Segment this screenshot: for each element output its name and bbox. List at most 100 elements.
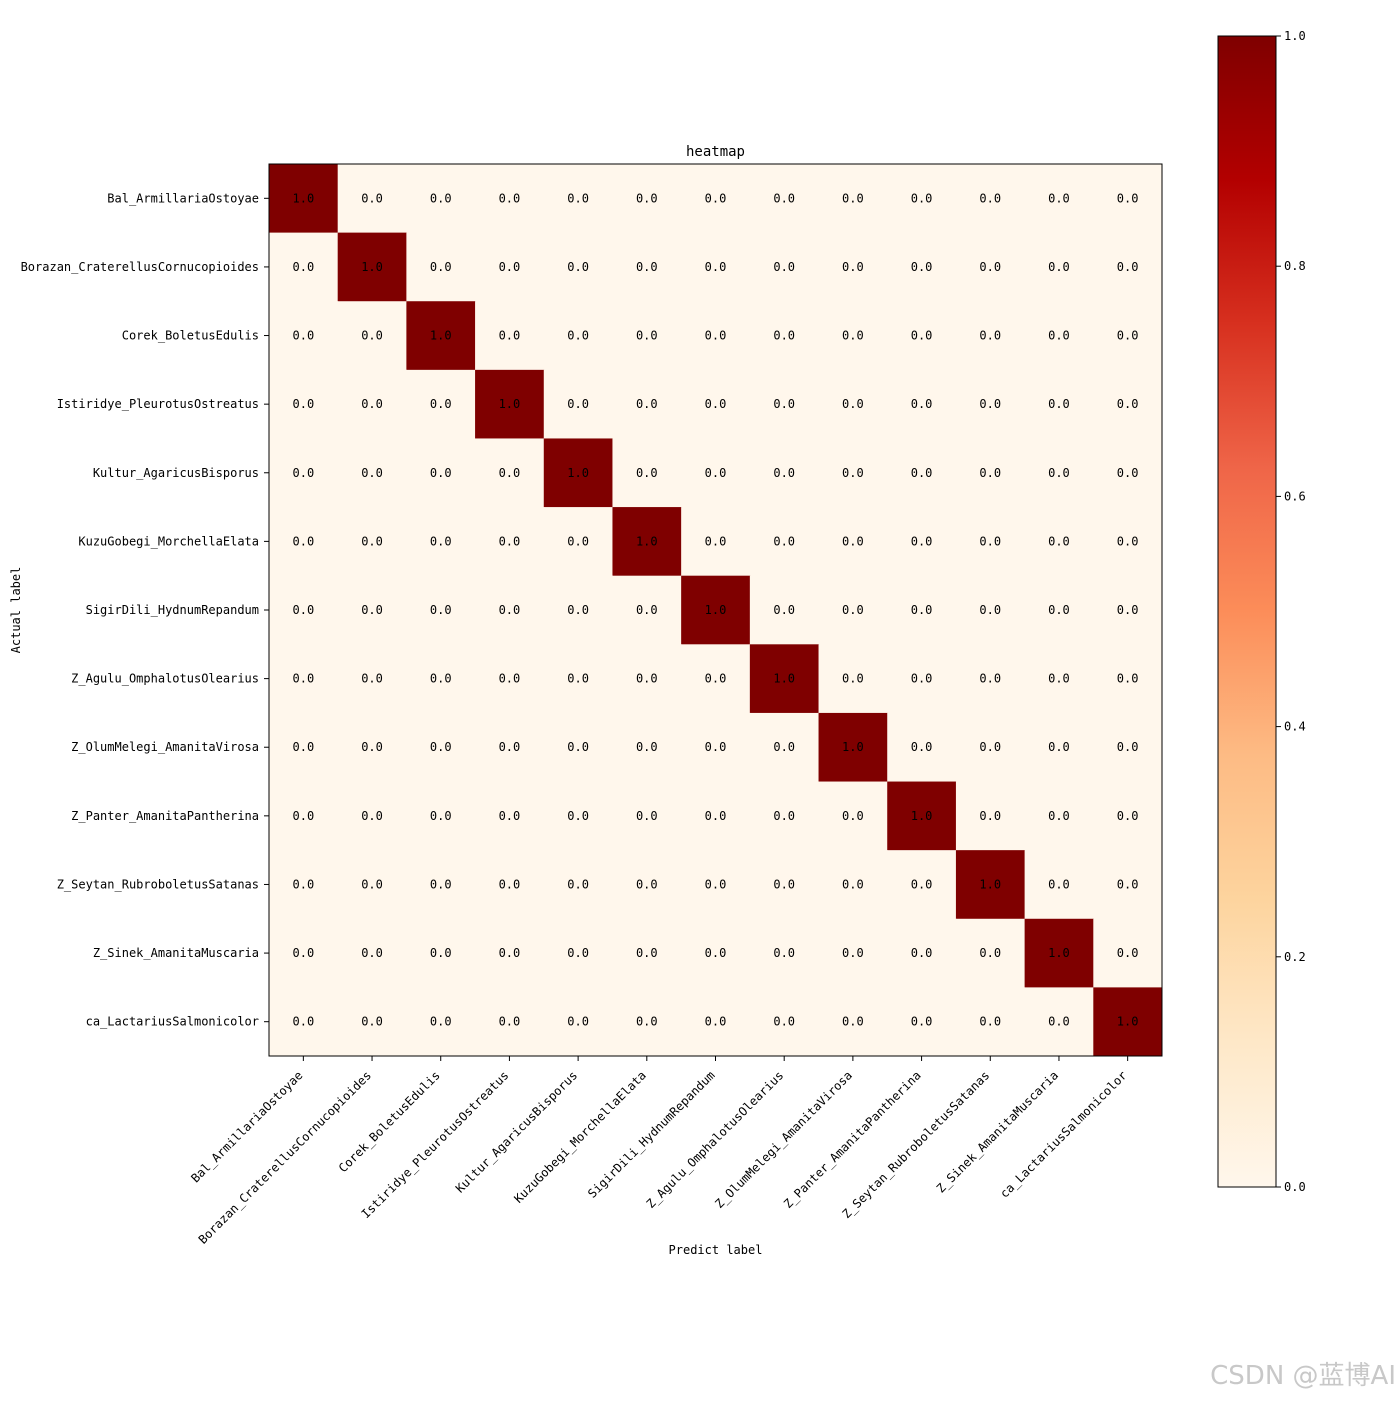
heatmap-cell xyxy=(749,575,820,645)
heatmap-cell xyxy=(1024,507,1094,577)
heatmap-cell xyxy=(887,507,957,577)
heatmap-cell xyxy=(887,369,957,439)
heatmap-cell xyxy=(475,644,545,714)
cell-value-label: 0.0 xyxy=(1048,397,1070,411)
cell-value-label: 0.0 xyxy=(1117,946,1139,960)
heatmap-cell xyxy=(955,232,1026,302)
heatmap-cell xyxy=(612,918,682,988)
cell-value-label: 0.0 xyxy=(499,466,521,480)
cell-value-label: 0.0 xyxy=(911,1015,933,1029)
cell-value-label: 0.0 xyxy=(1117,740,1139,754)
cell-value-label: 0.0 xyxy=(1117,603,1139,617)
cell-value-label: 0.0 xyxy=(705,397,727,411)
cell-value-label: 0.0 xyxy=(293,329,315,343)
heatmap-cell xyxy=(955,781,1026,851)
cell-value-label: 0.0 xyxy=(361,672,383,686)
heatmap-cell xyxy=(612,575,682,645)
heatmap-cell xyxy=(269,712,339,783)
heatmap-cell xyxy=(749,712,820,783)
heatmap-cell xyxy=(681,781,751,851)
cell-value-label: 0.0 xyxy=(293,534,315,548)
cell-value-label: 1.0 xyxy=(499,397,521,411)
heatmap-cell xyxy=(337,232,407,302)
heatmap-cell xyxy=(543,575,613,645)
cell-value-label: 0.0 xyxy=(293,672,315,686)
cell-value-label: 0.0 xyxy=(1048,1015,1070,1029)
cell-value-label: 0.0 xyxy=(979,191,1001,205)
heatmap-cell xyxy=(955,712,1026,783)
heatmap-cell xyxy=(681,369,751,439)
cell-value-label: 0.0 xyxy=(361,534,383,548)
y-tick-label: Corek_BoletusEdulis xyxy=(122,329,259,343)
heatmap-cell xyxy=(337,918,407,988)
cell-value-label: 0.0 xyxy=(293,603,315,617)
cell-value-label: 0.0 xyxy=(361,946,383,960)
y-tick-label: Z_Sinek_AmanitaMuscaria xyxy=(93,946,259,960)
heatmap-cell xyxy=(406,781,476,851)
x-tick-label: Z_Agulu_OmphalotusOlearius xyxy=(644,1068,787,1211)
cell-value-label: 1.0 xyxy=(705,603,727,617)
cell-value-label: 0.0 xyxy=(773,397,795,411)
heatmap-cell xyxy=(1024,712,1094,783)
heatmap-cell xyxy=(337,507,407,577)
heatmap-cell xyxy=(1093,575,1163,645)
heatmap-cell xyxy=(269,507,339,577)
cell-value-label: 0.0 xyxy=(979,466,1001,480)
cell-value-label: 0.0 xyxy=(773,809,795,823)
cell-value-label: 0.0 xyxy=(979,329,1001,343)
heatmap-cell xyxy=(543,987,613,1057)
heatmap-cell xyxy=(1093,369,1163,439)
y-tick-label: Z_OlumMelegi_AmanitaVirosa xyxy=(71,740,259,754)
colorbar xyxy=(1217,35,1277,1188)
cell-value-label: 1.0 xyxy=(361,260,383,274)
heatmap-cell xyxy=(1093,644,1163,714)
heatmap-cell xyxy=(1093,164,1163,234)
heatmap-cell xyxy=(269,575,339,645)
heatmap-cell xyxy=(269,918,339,988)
cell-value-label: 0.0 xyxy=(499,191,521,205)
cell-value-label: 0.0 xyxy=(499,1015,521,1029)
heatmap-cell xyxy=(475,369,545,439)
cell-value-label: 0.0 xyxy=(842,809,864,823)
y-axis: Bal_ArmillariaOstoyae Borazan_Craterellus… xyxy=(21,191,269,1029)
heatmap-cell xyxy=(475,712,545,783)
cell-value-label: 0.0 xyxy=(705,191,727,205)
cell-value-label: 0.0 xyxy=(293,1015,315,1029)
heatmap-cell xyxy=(406,918,476,988)
y-tick-label: SigirDili_HydnumRepandum xyxy=(86,603,259,617)
cell-value-label: 1.0 xyxy=(293,191,315,205)
heatmap-cell xyxy=(887,918,957,988)
heatmap-cell xyxy=(337,850,407,920)
heatmap-cell xyxy=(955,575,1026,645)
cell-value-label: 0.0 xyxy=(1117,877,1139,891)
heatmap-cell xyxy=(681,301,751,371)
heatmap-cell xyxy=(818,507,888,577)
heatmap-cell xyxy=(1093,781,1163,851)
heatmap-cell xyxy=(887,164,957,234)
heatmap-cell xyxy=(749,644,820,714)
heatmap-cell xyxy=(475,987,545,1057)
cell-value-label: 0.0 xyxy=(567,809,589,823)
cell-value-label: 0.0 xyxy=(842,1015,864,1029)
cell-value-label: 0.0 xyxy=(567,191,589,205)
cell-value-label: 0.0 xyxy=(773,946,795,960)
cell-value-label: 0.0 xyxy=(636,191,658,205)
heatmap-cell xyxy=(337,438,407,508)
cell-value-label: 0.0 xyxy=(773,877,795,891)
cell-value-label: 0.0 xyxy=(499,877,521,891)
cell-value-label: 0.0 xyxy=(293,877,315,891)
colorbar-tick-label: 1.0 xyxy=(1284,29,1306,43)
cell-value-label: 0.0 xyxy=(636,1015,658,1029)
heatmap-cell xyxy=(1093,438,1163,508)
heatmap-cell xyxy=(818,232,888,302)
cell-value-label: 0.0 xyxy=(567,946,589,960)
heatmap-cell xyxy=(818,781,888,851)
cell-value-label: 0.0 xyxy=(361,877,383,891)
heatmap-cell xyxy=(612,507,682,577)
cell-value-label: 0.0 xyxy=(1048,809,1070,823)
cell-value-label: 0.0 xyxy=(293,260,315,274)
heatmap-cell xyxy=(955,644,1026,714)
heatmap-cell xyxy=(887,712,957,783)
heatmap-cell xyxy=(337,369,407,439)
